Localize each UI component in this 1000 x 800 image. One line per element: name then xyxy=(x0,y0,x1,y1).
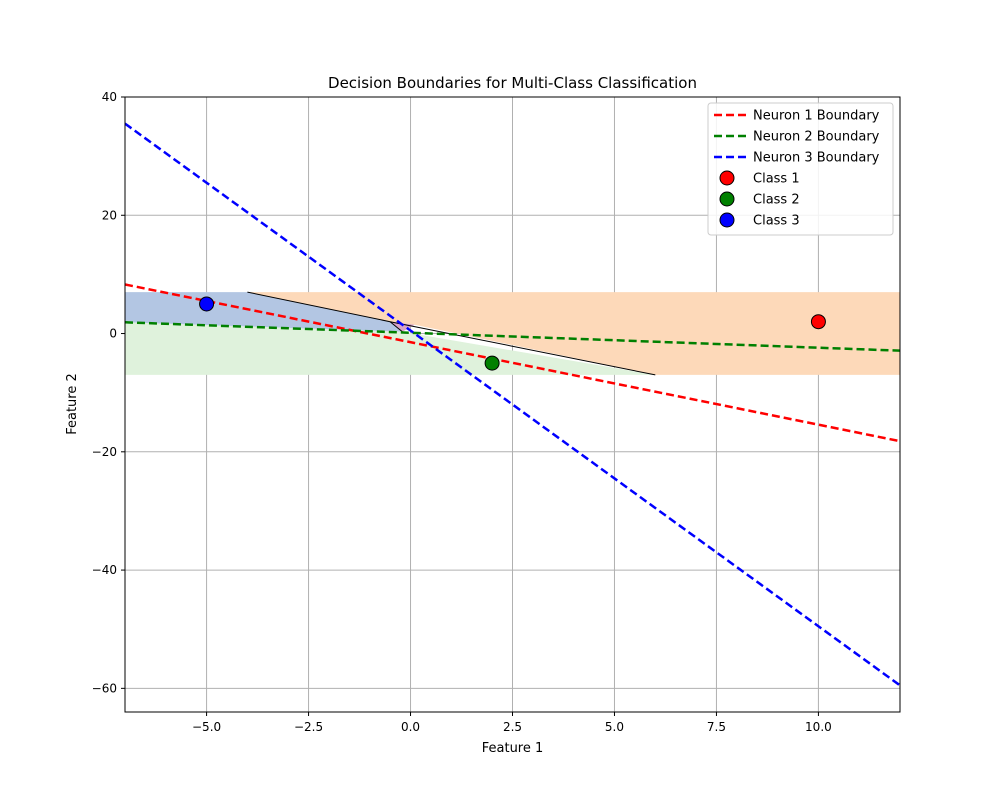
legend-label-6: Class 3 xyxy=(753,214,800,229)
legend-label-1: Neuron 1 Boundary xyxy=(753,109,880,124)
x-tick-label-1: −2.5 xyxy=(294,720,323,734)
y-tick-label-5: 40 xyxy=(102,90,117,104)
y-tick-label-3: 0 xyxy=(109,327,117,341)
legend-label-5: Class 2 xyxy=(753,193,800,208)
y-axis-label: Feature 2 xyxy=(65,373,80,435)
y-tick-label-1: −40 xyxy=(92,563,117,577)
y-tick-label-4: 20 xyxy=(102,208,117,222)
x-tick-label-5: 7.5 xyxy=(707,720,726,734)
x-tick-label-4: 5.0 xyxy=(605,720,624,734)
legend-swatch-5 xyxy=(720,192,734,206)
x-tick-label-2: 0.0 xyxy=(401,720,420,734)
chart-title: Decision Boundaries for Multi-Class Clas… xyxy=(328,74,697,92)
y-tick-label-0: −60 xyxy=(92,681,117,695)
data-point-class-2 xyxy=(485,356,499,370)
data-point-class-3 xyxy=(200,297,214,311)
legend-label-2: Neuron 2 Boundary xyxy=(753,130,880,145)
x-tick-label-0: −5.0 xyxy=(192,720,221,734)
legend-swatch-6 xyxy=(720,213,734,227)
data-point-class-1 xyxy=(811,315,825,329)
legend-label-4: Class 1 xyxy=(753,172,800,187)
legend: Neuron 1 Boundary Neuron 2 Boundary Neuron… xyxy=(708,103,893,235)
x-axis-label: Feature 1 xyxy=(482,741,544,756)
legend-swatch-4 xyxy=(720,171,734,185)
x-tick-label-6: 10.0 xyxy=(805,720,832,734)
legend-label-3: Neuron 3 Boundary xyxy=(753,151,880,166)
y-tick-label-2: −20 xyxy=(92,445,117,459)
x-tick-label-3: 2.5 xyxy=(503,720,522,734)
